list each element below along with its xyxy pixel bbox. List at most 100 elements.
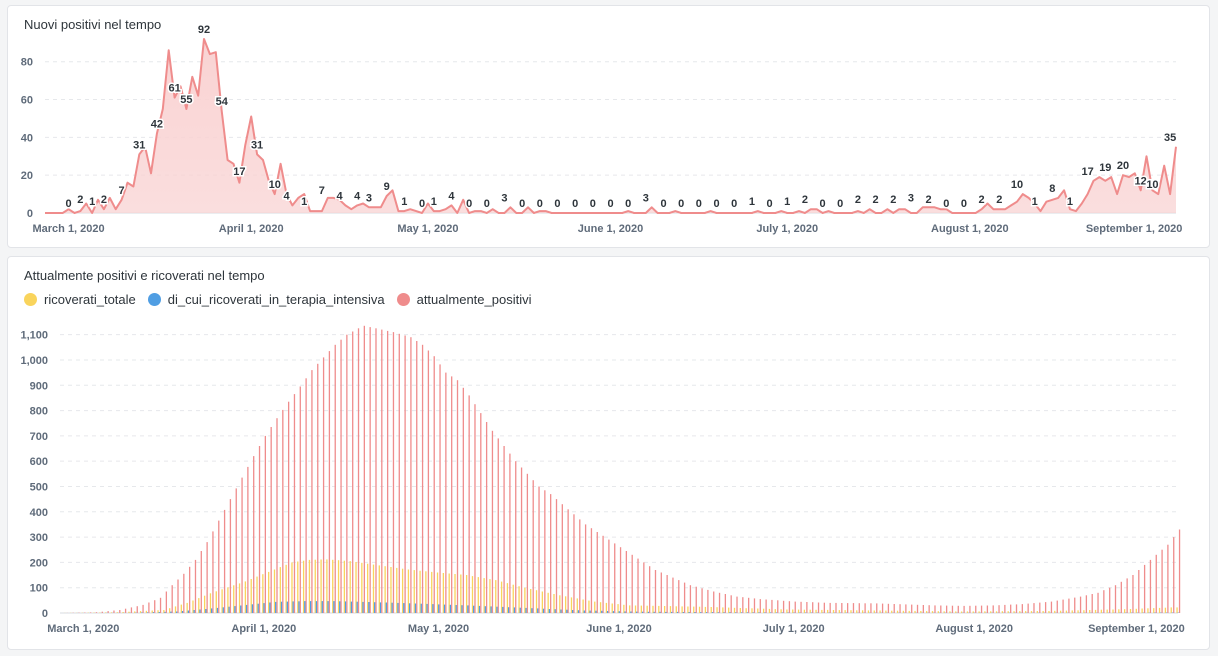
bar-attualmente_positivi (445, 372, 447, 613)
bar-attualmente_positivi (177, 579, 179, 613)
bar-ricoverati_totale (792, 609, 794, 613)
bar-ricoverati_totale (990, 611, 992, 613)
bar-ricoverati_totale (1013, 611, 1015, 613)
bar-ricoverati_totale (1170, 607, 1172, 613)
data-label: 2 (855, 194, 861, 206)
bar-di_cui_ricoverati_in_terapia_intensiva (816, 612, 818, 613)
bar-ricoverati_totale (413, 570, 415, 613)
bar-di_cui_ricoverati_in_terapia_intensiva (1177, 612, 1179, 613)
legend-item-attualmente-positivi[interactable]: attualmente_positivi (396, 292, 532, 307)
data-label: 2 (979, 194, 985, 206)
bar-ricoverati_totale (1112, 609, 1114, 613)
bar-attualmente_positivi (334, 344, 336, 613)
y-tick-label: 700 (30, 431, 48, 443)
bar-di_cui_ricoverati_in_terapia_intensiva (589, 610, 591, 613)
bar-ricoverati_totale (256, 576, 258, 613)
legend-item-terapia-intensiva[interactable]: di_cui_ricoverati_in_terapia_intensiva (147, 292, 385, 307)
bar-ricoverati_totale (873, 610, 875, 613)
bar-attualmente_positivi (1178, 529, 1181, 613)
bar-di_cui_ricoverati_in_terapia_intensiva (1160, 612, 1162, 613)
bar-ricoverati_totale (174, 606, 177, 613)
bar-di_cui_ricoverati_in_terapia_intensiva (793, 612, 795, 613)
bar-attualmente_positivi (887, 603, 890, 613)
bar-di_cui_ricoverati_in_terapia_intensiva (478, 605, 481, 613)
bar-attualmente_positivi (1161, 549, 1163, 613)
data-label: 0 (837, 198, 843, 210)
bar-attualmente_positivi (742, 597, 744, 613)
bar-ricoverati_totale (861, 610, 864, 613)
bar-ricoverati_totale (244, 581, 247, 613)
bar-ricoverati_totale (93, 612, 95, 613)
bar-attualmente_positivi (619, 547, 622, 613)
y-tick-label: 20 (21, 170, 33, 182)
bar-attualmente_positivi (666, 575, 668, 613)
bar-ricoverati_totale (151, 610, 153, 613)
data-label: 4 (354, 190, 361, 202)
bar-ricoverati_totale (745, 608, 747, 613)
bar-ricoverati_totale (396, 567, 398, 613)
bar-di_cui_ricoverati_in_terapia_intensiva (513, 607, 516, 613)
bar-ricoverati_totale (821, 609, 823, 613)
bar-ricoverati_totale (192, 600, 194, 613)
bar-ricoverati_totale (675, 606, 677, 613)
bar-attualmente_positivi (1062, 599, 1064, 613)
data-label: 0 (943, 198, 949, 210)
bar-ricoverati_totale (844, 610, 846, 613)
y-tick-label: 900 (30, 380, 48, 392)
bar-attualmente_positivi (515, 461, 517, 613)
bar-ricoverati_totale (145, 610, 148, 613)
bar-attualmente_positivi (852, 603, 855, 613)
bar-attualmente_positivi (986, 605, 989, 613)
bar-ricoverati_totale (518, 586, 520, 613)
data-label: 1 (401, 196, 407, 208)
bar-di_cui_ricoverati_in_terapia_intensiva (636, 611, 638, 613)
bar-attualmente_positivi (916, 604, 919, 613)
bar-ricoverati_totale (506, 583, 509, 613)
bar-ricoverati_totale (320, 559, 322, 613)
bar-di_cui_ricoverati_in_terapia_intensiva (199, 609, 201, 613)
bar-attualmente_positivi (660, 572, 662, 613)
data-label: 20 (1117, 160, 1129, 172)
data-label: 2 (873, 194, 879, 206)
bar-attualmente_positivi (95, 612, 98, 613)
bar-di_cui_ricoverati_in_terapia_intensiva (729, 612, 731, 613)
bar-di_cui_ricoverati_in_terapia_intensiva (787, 612, 789, 613)
legend-item-ricoverati-totale[interactable]: ricoverati_totale (24, 292, 136, 307)
bar-di_cui_ricoverati_in_terapia_intensiva (432, 604, 434, 613)
bar-di_cui_ricoverati_in_terapia_intensiva (723, 612, 725, 613)
bar-ricoverati_totale (809, 609, 811, 613)
bar-ricoverati_totale (570, 597, 573, 613)
y-tick-label: 100 (30, 583, 48, 595)
bar-attualmente_positivi (1149, 559, 1152, 613)
bar-attualmente_positivi (1167, 544, 1169, 613)
bar-attualmente_positivi (561, 504, 563, 613)
bar-ricoverati_totale (460, 574, 462, 613)
bar-ricoverati_totale (710, 607, 712, 613)
bar-di_cui_ricoverati_in_terapia_intensiva (304, 601, 306, 613)
bar-ricoverati_totale (739, 608, 741, 613)
bar-attualmente_positivi (911, 604, 913, 613)
bar-di_cui_ricoverati_in_terapia_intensiva (1171, 612, 1174, 613)
bar-ricoverati_totale (530, 589, 532, 613)
bar-attualmente_positivi (404, 335, 406, 613)
bar-attualmente_positivi (998, 605, 1000, 613)
bar-ricoverati_totale (384, 566, 386, 613)
data-label: 0 (66, 198, 72, 210)
bar-attualmente_positivi (398, 333, 400, 613)
bar-attualmente_positivi (870, 603, 872, 613)
bar-ricoverati_totale (559, 595, 561, 613)
bar-ricoverati_totale (122, 612, 124, 613)
bar-ricoverati_totale (780, 609, 782, 613)
bar-attualmente_positivi (189, 566, 191, 613)
data-label: 2 (77, 194, 83, 206)
bar-di_cui_ricoverati_in_terapia_intensiva (152, 612, 155, 613)
bar-attualmente_positivi (264, 435, 266, 613)
bar-di_cui_ricoverati_in_terapia_intensiva (601, 610, 603, 613)
bar-attualmente_positivi (759, 599, 761, 613)
bar-ricoverati_totale (553, 594, 555, 613)
bar-attualmente_positivi (1015, 604, 1018, 613)
bar-ricoverati_totale (1083, 610, 1085, 613)
bar-attualmente_positivi (806, 602, 808, 613)
legend-label: ricoverati_totale (44, 292, 136, 307)
data-label: 12 (1135, 175, 1147, 187)
